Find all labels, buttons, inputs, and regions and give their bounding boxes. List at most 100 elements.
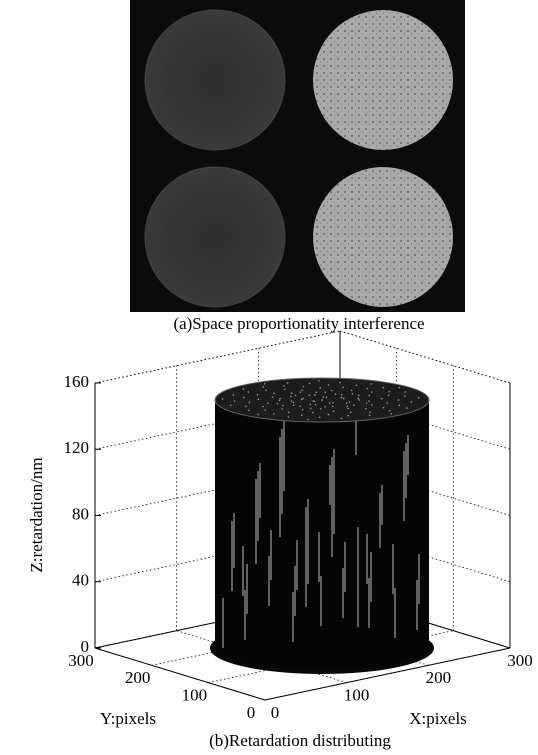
speckle <box>311 411 314 414</box>
speckle <box>276 402 279 405</box>
speckle <box>325 396 328 399</box>
z-tick-label: 160 <box>64 372 90 391</box>
speckle <box>347 407 349 410</box>
speckle <box>328 402 331 404</box>
speckle <box>371 403 373 406</box>
speckle <box>368 414 371 417</box>
speckle <box>371 391 373 393</box>
speckle <box>365 402 368 404</box>
speckle <box>307 418 309 421</box>
speckle <box>324 405 326 408</box>
speckle <box>321 399 323 401</box>
speckle <box>348 401 351 403</box>
caption-a: (a)Space proportionatity interference <box>173 314 424 333</box>
speckle <box>345 402 348 404</box>
speckle <box>404 391 407 393</box>
speckle <box>300 398 303 401</box>
speckle <box>357 394 360 397</box>
speckle <box>299 405 302 408</box>
y-axis-label: Y:pixels <box>100 709 156 728</box>
speckle <box>272 413 275 415</box>
speckle <box>308 382 311 385</box>
speckle <box>368 394 371 397</box>
speckle <box>257 413 259 416</box>
cylinder-bottom <box>215 626 429 670</box>
speckle <box>397 399 400 401</box>
speckle <box>332 401 334 404</box>
grid-line <box>94 330 341 384</box>
speckle <box>390 412 393 415</box>
speckle <box>380 397 383 400</box>
speckle <box>315 391 318 394</box>
speckle <box>330 389 333 392</box>
speckle <box>357 397 360 400</box>
speckle <box>262 386 265 388</box>
speckle <box>398 404 401 407</box>
speckle <box>256 393 259 396</box>
interference-image <box>130 0 465 312</box>
y-tick-label: 100 <box>182 686 208 705</box>
speckle <box>233 400 236 402</box>
speckle <box>279 397 281 400</box>
speckle <box>292 401 295 404</box>
y-tick-label: 300 <box>68 651 94 670</box>
z-tick-label: 80 <box>72 504 89 523</box>
speckle <box>342 397 345 400</box>
speckle <box>248 401 251 404</box>
x-tick-label: 300 <box>507 651 533 670</box>
speckle <box>281 408 283 410</box>
x-tick-label: 0 <box>271 703 280 722</box>
speckle <box>355 384 358 387</box>
speckle <box>417 396 420 399</box>
speckle <box>332 410 335 412</box>
speckle <box>283 388 286 391</box>
speckle <box>302 397 304 400</box>
y-tick-label: 200 <box>125 668 151 687</box>
x-tick-label: 200 <box>426 668 452 687</box>
speckle <box>309 407 312 410</box>
y-tick-label: 0 <box>247 703 256 722</box>
speckle <box>247 391 250 393</box>
speckle <box>248 409 250 412</box>
speckle <box>382 406 385 409</box>
speckle <box>410 401 413 403</box>
speckle <box>290 392 293 395</box>
speckle <box>346 405 349 408</box>
speckle <box>263 382 266 385</box>
speckle <box>302 385 305 388</box>
speckle <box>368 400 370 402</box>
speckle <box>294 394 297 397</box>
z-tick-label: 120 <box>64 438 90 457</box>
speckle <box>257 398 260 401</box>
speckle <box>300 414 303 416</box>
speckle <box>282 404 284 407</box>
speckle <box>278 399 281 402</box>
speckle <box>229 404 232 407</box>
speckle <box>347 414 349 417</box>
x-tick-label: 100 <box>344 686 370 705</box>
speckle <box>334 393 337 396</box>
speckle <box>404 395 406 398</box>
z-tick-label: 0 <box>81 637 90 656</box>
speckle <box>386 402 388 404</box>
speckle <box>319 387 321 389</box>
speckle <box>382 386 385 389</box>
speckle <box>290 395 292 398</box>
speckle <box>341 394 343 396</box>
speckle <box>312 400 314 402</box>
speckle <box>350 389 353 392</box>
speckle <box>406 407 408 409</box>
speckle <box>351 393 354 395</box>
speckle <box>353 404 355 406</box>
speckle <box>339 381 341 384</box>
speckle <box>398 386 401 389</box>
speckle <box>322 396 325 398</box>
speckle <box>299 391 302 393</box>
speckle <box>350 411 352 414</box>
speckle <box>358 399 361 401</box>
speckle <box>387 394 390 397</box>
speckle <box>221 398 224 400</box>
speckle <box>309 403 312 406</box>
speckle <box>265 389 267 391</box>
